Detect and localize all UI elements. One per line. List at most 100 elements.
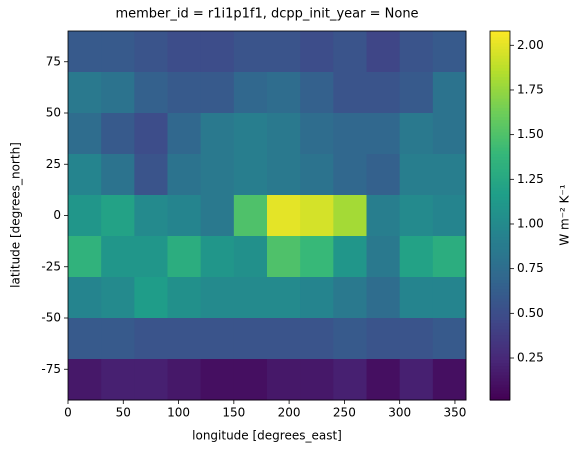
heatmap-cell	[167, 318, 202, 360]
heatmap-cell	[134, 31, 168, 73]
heatmap-cell	[101, 359, 135, 401]
colorbar-segment	[490, 181, 510, 186]
colorbar-frame	[489, 30, 511, 401]
colorbar-segment	[490, 393, 510, 398]
heatmap-cell	[333, 195, 367, 237]
heatmap-cell	[200, 195, 235, 237]
colorbar-segment	[490, 387, 510, 392]
heatmap-cell	[68, 318, 102, 360]
heatmap-cell	[432, 236, 467, 278]
colorbar-segment	[490, 258, 510, 263]
colorbar-segment	[490, 117, 510, 121]
heatmap-cell	[134, 195, 168, 237]
colorbar-segment	[490, 144, 510, 149]
heatmap-cell	[200, 31, 235, 73]
colorbar-segment	[490, 332, 510, 337]
heatmap-cell	[233, 277, 268, 319]
colorbar-segment	[490, 89, 510, 94]
y-tick-label: 0	[53, 208, 61, 222]
y-tick-label: -75	[41, 362, 61, 376]
heatmap-cell	[267, 31, 301, 73]
colorbar-segment	[490, 381, 510, 386]
heatmap-cell	[399, 154, 434, 196]
colorbar-segment	[490, 366, 510, 370]
colorbar-segment	[490, 338, 510, 343]
colorbar-segment	[490, 40, 510, 44]
colorbar-segment	[490, 104, 510, 109]
heatmap-cell	[366, 195, 401, 237]
colorbar-segment	[490, 323, 510, 327]
heatmap-cell	[134, 236, 168, 278]
colorbar-segment	[490, 347, 510, 352]
x-tick-label: 250	[333, 406, 356, 420]
heatmap-cell	[333, 31, 367, 73]
colorbar-segment	[490, 396, 510, 401]
heatmap-cell	[399, 113, 434, 155]
heatmap-cell	[300, 31, 334, 73]
chart-title: member_id = r1i1p1f1, dcpp_init_year = N…	[115, 7, 418, 22]
heatmap-cell	[101, 318, 135, 360]
colorbar-segment	[490, 34, 510, 38]
colorbar-segment	[490, 267, 510, 272]
colorbar-segment	[490, 190, 510, 195]
heatmap-cell	[267, 318, 301, 360]
x-tick-label: 300	[388, 406, 411, 420]
colorbar-tick-label: 1.25	[517, 172, 544, 186]
y-tick-label: -50	[41, 311, 61, 325]
colorbar-tick-label: 0.75	[517, 261, 544, 275]
heatmap-cell	[167, 31, 202, 73]
colorbar-segment	[490, 390, 510, 395]
x-tick-label: 150	[222, 406, 245, 420]
colorbar-segment	[490, 233, 510, 238]
heatmap-cell	[333, 154, 367, 196]
heatmap-cell	[233, 113, 268, 155]
colorbar-segment	[490, 227, 510, 232]
heatmap-cell	[68, 72, 102, 114]
colorbar-segment	[490, 335, 510, 340]
heatmap-cell	[167, 72, 202, 114]
colorbar-segment	[490, 141, 510, 146]
colorbar-segment	[490, 95, 510, 100]
heatmap-cell	[101, 236, 135, 278]
colorbar-segment	[490, 255, 510, 260]
colorbar-segment	[490, 289, 510, 293]
colorbar-segment	[490, 150, 510, 155]
colorbar-segment	[490, 37, 510, 41]
heatmap-cell	[399, 195, 434, 237]
heatmap-cell	[200, 236, 235, 278]
colorbar-segment	[490, 264, 510, 269]
heatmap-cell	[167, 277, 202, 319]
colorbar-segment	[490, 292, 510, 297]
colorbar-label: W m⁻² K⁻¹	[558, 184, 572, 246]
colorbar-segment	[490, 221, 510, 226]
heatmap-cell	[134, 318, 168, 360]
colorbar-segment	[490, 52, 510, 57]
colorbar-segment	[490, 49, 510, 54]
heatmap-cell	[333, 72, 367, 114]
colorbar-segment	[490, 61, 510, 66]
colorbar-tick-label: 1.00	[517, 216, 544, 230]
colorbar-segment	[490, 316, 510, 321]
heatmap-cell	[167, 359, 202, 401]
colorbar-segment	[490, 243, 510, 247]
colorbar-segment	[490, 350, 510, 355]
heatmap-cell	[167, 236, 202, 278]
heatmap-cell	[233, 318, 268, 360]
y-tick-label: 25	[46, 157, 61, 171]
heatmap-cell	[267, 236, 301, 278]
colorbar-segment	[490, 384, 510, 389]
colorbar-segment	[490, 246, 510, 250]
heatmap-cell	[200, 113, 235, 155]
colorbar-segment	[490, 249, 510, 253]
heatmap-cell	[333, 113, 367, 155]
colorbar-segment	[490, 157, 510, 161]
heatmap-cell	[68, 236, 102, 278]
colorbar-segment	[490, 70, 510, 75]
colorbar-segment	[490, 280, 510, 284]
heatmap-cell	[233, 195, 268, 237]
heatmap-cell	[432, 113, 467, 155]
colorbar-segment	[490, 283, 510, 287]
y-tick-label: -25	[41, 259, 61, 273]
colorbar-segment	[490, 295, 510, 300]
